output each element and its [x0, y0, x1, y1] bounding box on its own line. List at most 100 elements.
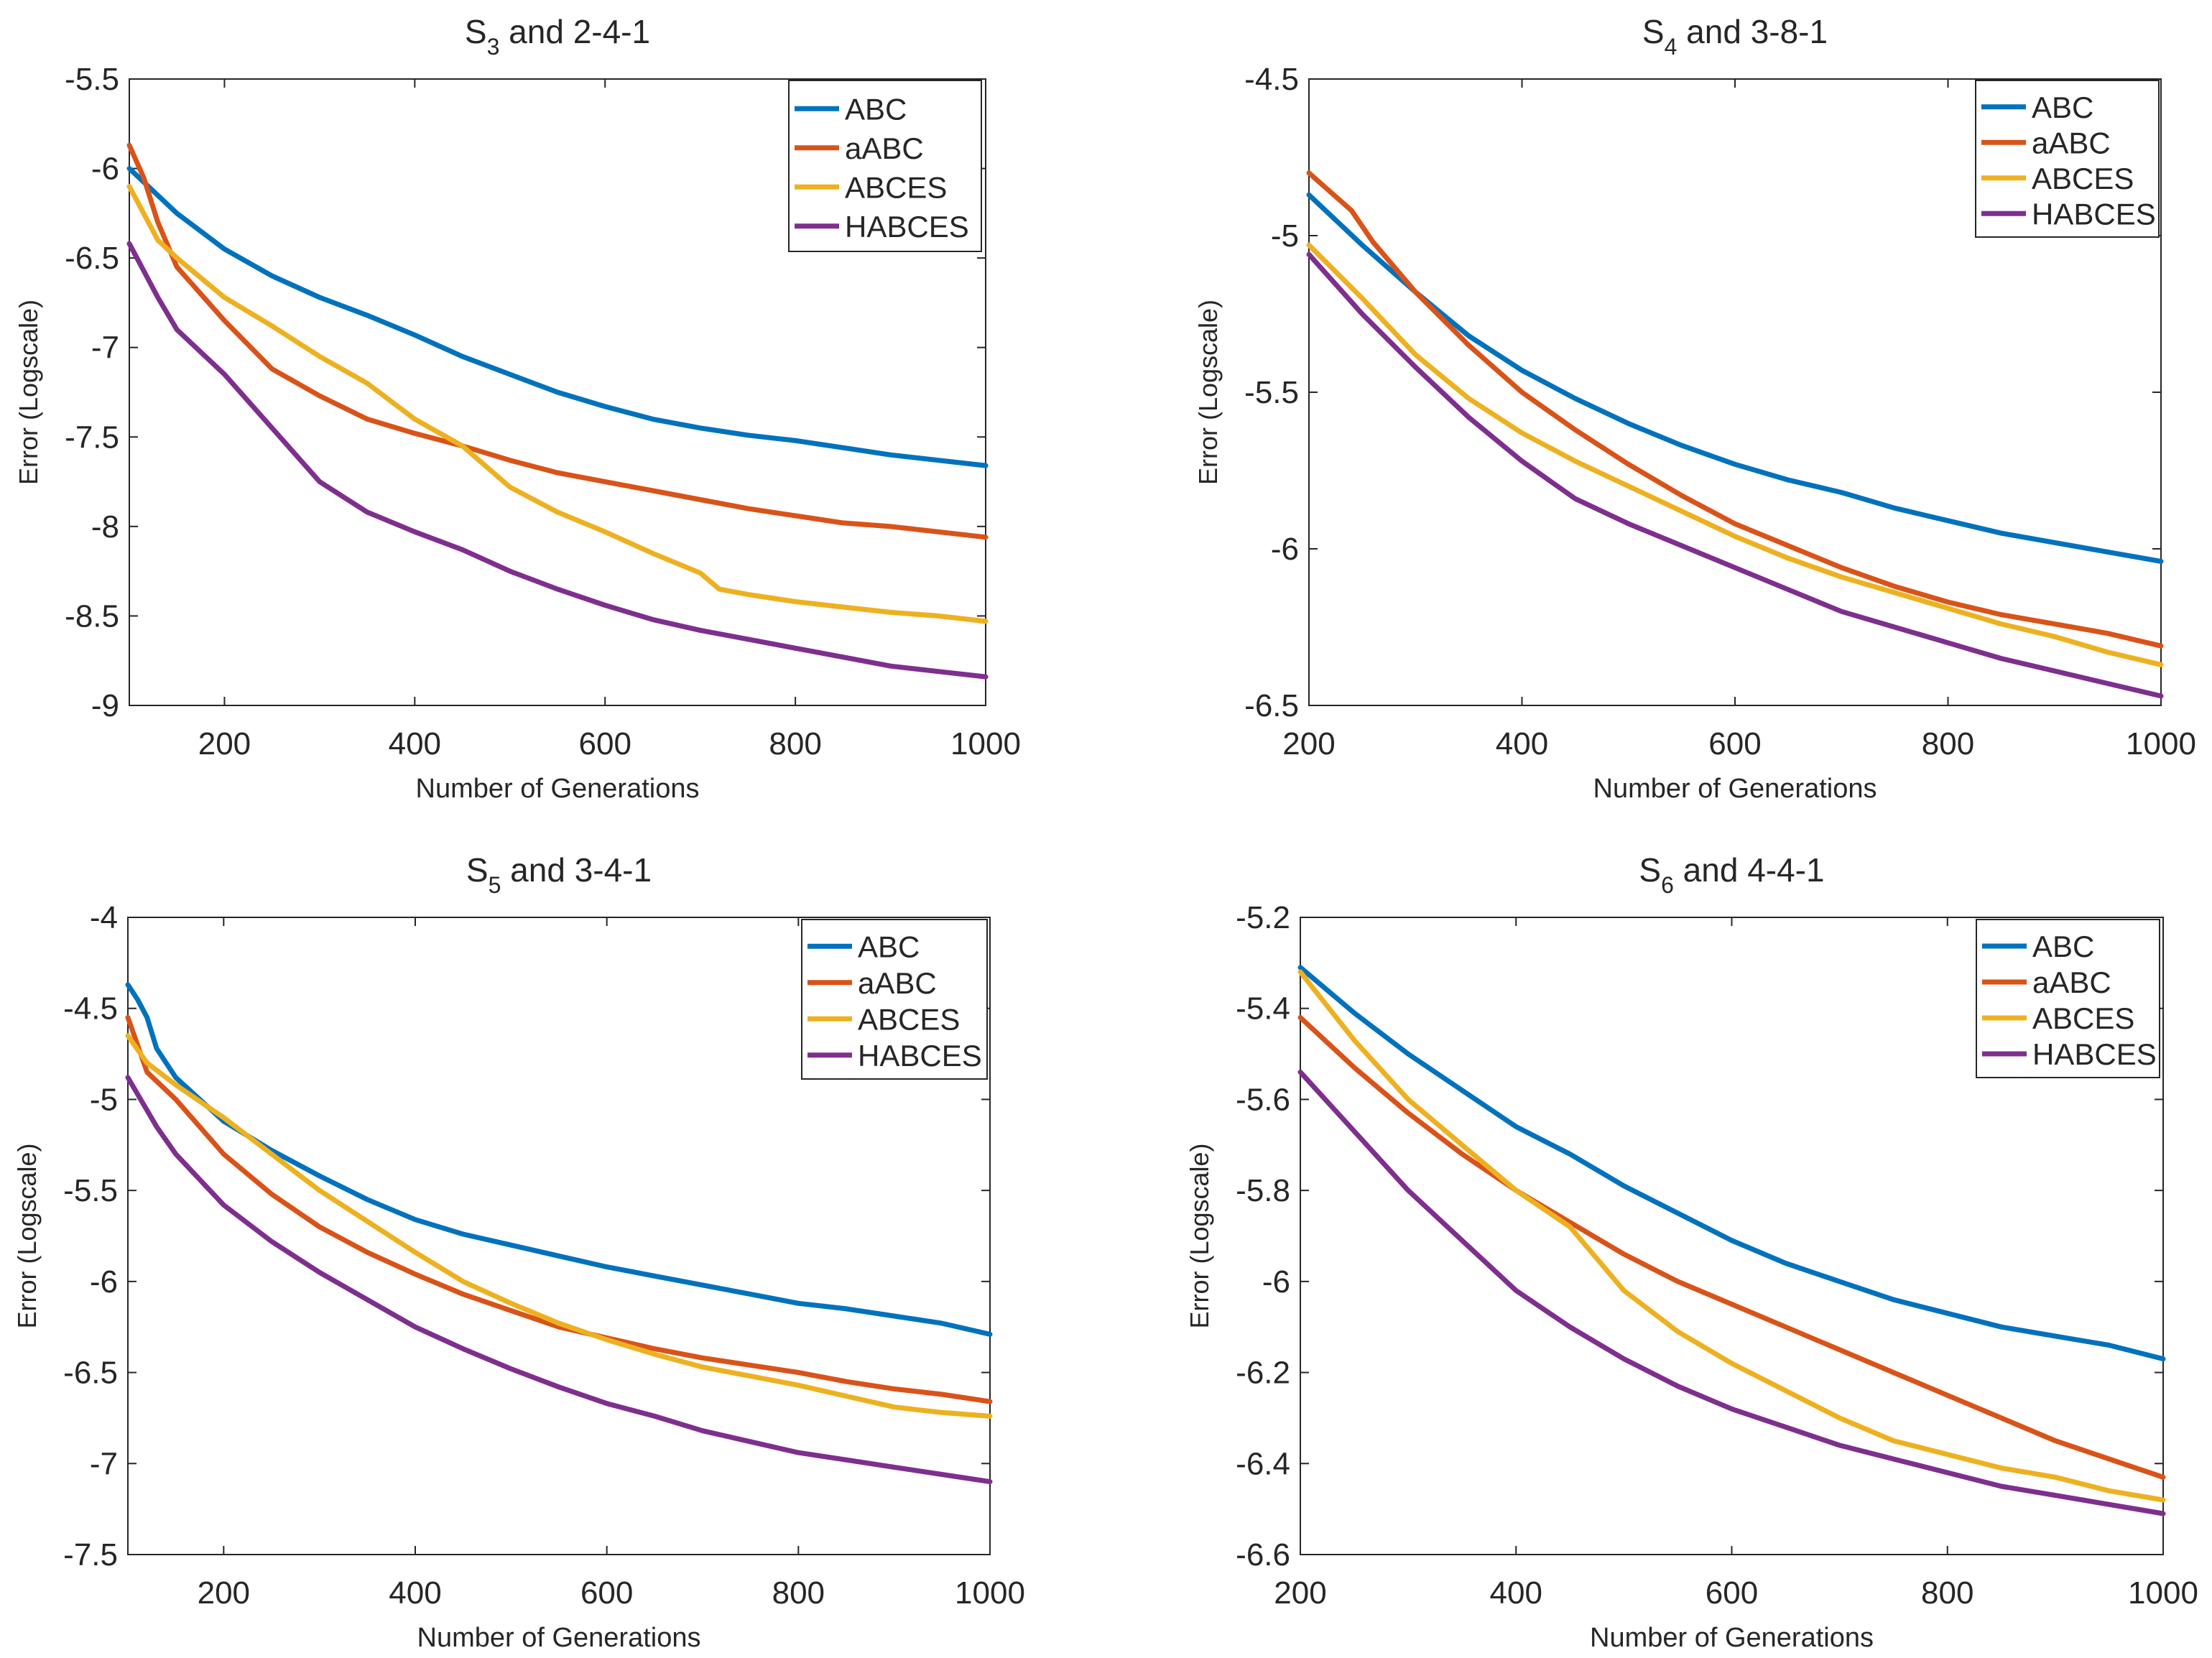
x-tick-label: 400 — [389, 726, 441, 761]
legend-label-abc: ABC — [2032, 91, 2093, 124]
legend-label-habces: HABCES — [858, 1039, 982, 1073]
chart-title-main: S — [1639, 851, 1661, 889]
series-line-habces — [1306, 251, 2164, 699]
series-line-abc — [1306, 192, 2164, 564]
chart-title: S5 and 3-4-1 — [466, 851, 652, 898]
chart-title-subscript: 3 — [487, 34, 500, 60]
y-tick-label: -6 — [91, 152, 119, 187]
y-axis-label: Error (Logscale) — [12, 1143, 42, 1328]
x-axis-label: Number of Generations — [417, 1623, 701, 1653]
x-tick-label: 200 — [198, 1575, 250, 1611]
chart-title-subscript: 4 — [1665, 34, 1677, 60]
chart-title-main: S — [465, 13, 487, 50]
legend-label-abces: ABCES — [845, 170, 947, 204]
chart-title: S3 and 2-4-1 — [465, 13, 650, 60]
x-axis-label: Number of Generations — [1593, 774, 1877, 804]
x-tick-label: 600 — [1708, 726, 1761, 761]
y-axis-label: Error (Logscale) — [1185, 1143, 1214, 1328]
x-tick-label: 1000 — [955, 1575, 1025, 1611]
y-tick-label: -7.5 — [63, 1537, 118, 1573]
y-axis-label: Error (Logscale) — [1193, 300, 1223, 485]
y-tick-label: -7 — [90, 1446, 118, 1481]
x-tick-label: 200 — [1282, 726, 1335, 761]
y-tick-label: -5.5 — [65, 62, 119, 97]
x-tick-label: 600 — [580, 1575, 633, 1611]
legend-label-aabc: aABC — [2032, 126, 2111, 159]
y-tick-label: -6 — [1271, 532, 1299, 567]
legend-label-abc: ABC — [858, 930, 920, 963]
x-tick-label: 800 — [769, 726, 821, 761]
series-line-habces — [1297, 1069, 2166, 1516]
y-tick-label: -5.4 — [1236, 991, 1290, 1027]
series-line-aabc — [126, 142, 989, 540]
chart-title-subscript: 6 — [1661, 872, 1674, 898]
x-tick-label: 1000 — [2128, 1575, 2198, 1611]
series-line-abces — [1297, 969, 2166, 1503]
series-line-abc — [126, 166, 989, 468]
y-tick-label: -7 — [91, 330, 119, 366]
y-tick-label: -8 — [91, 509, 119, 545]
chart-title-subscript: 5 — [489, 872, 501, 898]
series-line-abces — [125, 1033, 993, 1419]
x-tick-label: 400 — [389, 1575, 441, 1611]
legend-label-aabc: aABC — [2032, 965, 2111, 999]
legend-label-aabc: aABC — [858, 966, 937, 1000]
series-line-abces — [126, 184, 989, 624]
chart-title-main: S — [466, 851, 489, 889]
y-tick-label: -5 — [90, 1082, 118, 1117]
legend-label-aabc: aABC — [845, 131, 924, 165]
chart-title-rest: and 4-4-1 — [1674, 851, 1825, 889]
x-axis-label: Number of Generations — [416, 774, 700, 804]
chart-panel-2: 200 400 600 800 1000 -6.5 -6 -5.5 -5 -4.5 Number o… — [1193, 13, 2196, 804]
x-tick-label: 200 — [198, 726, 251, 761]
y-tick-label: -5.8 — [1236, 1173, 1290, 1208]
y-tick-label: -4 — [90, 900, 118, 935]
legend-label-habces: HABCES — [845, 210, 969, 244]
x-tick-label: 800 — [1921, 1575, 1973, 1611]
legend-label-abces: ABCES — [858, 1002, 960, 1036]
chart-panel-3: 200 400 600 800 1000 -7.5 -7 -6.5 -6 -5.5 -5 -4.5 -4… — [12, 851, 1025, 1653]
x-tick-label: 600 — [1706, 1575, 1758, 1611]
x-tick-label: 1000 — [950, 726, 1021, 761]
y-tick-label: -6 — [1262, 1264, 1290, 1300]
x-tick-label: 800 — [1922, 726, 1974, 761]
chart-title: S6 and 4-4-1 — [1639, 851, 1824, 898]
y-tick-label: -5.5 — [1244, 375, 1299, 410]
x-tick-label: 200 — [1274, 1575, 1326, 1611]
chart-panel-1: 200 400 600 800 1000 -9 -8.5 -8 -7.5 -7 -6.5 -6 -5.5… — [14, 13, 1021, 804]
series-line-aabc — [125, 1014, 993, 1404]
series-line-abces — [1306, 242, 2164, 667]
x-axis-label: Number of Generations — [1590, 1623, 1874, 1653]
legend-label-abces: ABCES — [2032, 162, 2134, 195]
series-line-abc — [125, 982, 993, 1337]
y-tick-label: -6.4 — [1236, 1446, 1290, 1481]
series-line-habces — [125, 1075, 993, 1485]
y-tick-label: -5 — [1271, 218, 1299, 254]
chart-title-main: S — [1642, 13, 1665, 50]
legend-label-habces: HABCES — [2032, 1037, 2157, 1071]
chart-title-rest: and 3-8-1 — [1677, 13, 1828, 50]
chart-title-rest: and 2-4-1 — [499, 13, 650, 50]
y-tick-label: -6.5 — [65, 241, 119, 276]
x-tick-label: 400 — [1496, 726, 1548, 761]
y-tick-label: -4.5 — [63, 991, 118, 1027]
series-line-habces — [126, 241, 989, 680]
y-axis-label: Error (Logscale) — [14, 300, 43, 485]
y-tick-label: -6.2 — [1236, 1356, 1290, 1391]
legend-label-abces: ABCES — [2032, 1001, 2134, 1035]
chart-panel-4: 200 400 600 800 1000 -6.6 -6.4 -6.2 -6 -5.8 -5.6 -5… — [1185, 851, 2198, 1653]
y-tick-label: -6.6 — [1236, 1537, 1290, 1573]
legend-label-habces: HABCES — [2032, 197, 2156, 231]
legend-label-abc: ABC — [2032, 930, 2094, 963]
y-tick-label: -6.5 — [1244, 688, 1299, 723]
y-tick-label: -6 — [90, 1264, 118, 1300]
y-tick-label: -8.5 — [65, 598, 119, 634]
x-tick-label: 400 — [1490, 1575, 1542, 1611]
y-tick-label: -5.6 — [1236, 1082, 1290, 1117]
legend-label-abc: ABC — [845, 92, 907, 126]
y-tick-label: -5.5 — [63, 1173, 118, 1208]
x-tick-label: 800 — [772, 1575, 825, 1611]
x-tick-label: 1000 — [2126, 726, 2196, 761]
x-tick-label: 600 — [579, 726, 631, 761]
